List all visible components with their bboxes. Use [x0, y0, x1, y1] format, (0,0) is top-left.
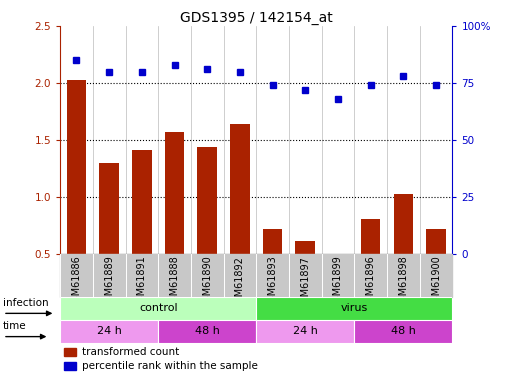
- Bar: [165, 132, 185, 310]
- Text: GSM61898: GSM61898: [399, 256, 408, 308]
- Bar: [198, 147, 217, 310]
- Text: control: control: [139, 303, 177, 313]
- Bar: [99, 163, 119, 310]
- Text: GSM61893: GSM61893: [268, 256, 278, 308]
- Bar: [295, 241, 315, 310]
- Title: GDS1395 / 142154_at: GDS1395 / 142154_at: [180, 11, 333, 25]
- Text: infection: infection: [3, 298, 49, 308]
- Bar: [426, 228, 446, 310]
- Bar: [256, 320, 355, 343]
- Text: GSM61900: GSM61900: [431, 256, 441, 308]
- Bar: [60, 320, 158, 343]
- Bar: [393, 194, 413, 310]
- Text: 48 h: 48 h: [391, 327, 416, 336]
- Text: 48 h: 48 h: [195, 327, 220, 336]
- Bar: [64, 348, 76, 356]
- Text: 24 h: 24 h: [97, 327, 122, 336]
- Bar: [328, 254, 348, 310]
- Bar: [256, 297, 452, 320]
- Text: GSM61897: GSM61897: [300, 256, 310, 309]
- Text: percentile rank within the sample: percentile rank within the sample: [82, 361, 258, 371]
- Text: GSM61886: GSM61886: [72, 256, 82, 308]
- Text: transformed count: transformed count: [82, 347, 179, 357]
- Text: GSM61889: GSM61889: [104, 256, 114, 308]
- Text: GSM61899: GSM61899: [333, 256, 343, 308]
- Text: GSM61896: GSM61896: [366, 256, 376, 308]
- Text: time: time: [3, 321, 27, 332]
- Bar: [230, 124, 250, 310]
- Bar: [67, 80, 86, 310]
- Bar: [60, 297, 256, 320]
- Bar: [355, 320, 452, 343]
- Bar: [64, 362, 76, 370]
- Text: GSM61892: GSM61892: [235, 256, 245, 309]
- Bar: [158, 320, 256, 343]
- Text: GSM61888: GSM61888: [169, 256, 179, 308]
- Bar: [263, 228, 282, 310]
- Text: virus: virus: [340, 303, 368, 313]
- Bar: [132, 150, 152, 310]
- Bar: [361, 219, 381, 310]
- Text: GSM61891: GSM61891: [137, 256, 147, 308]
- Text: 24 h: 24 h: [293, 327, 318, 336]
- Text: GSM61890: GSM61890: [202, 256, 212, 308]
